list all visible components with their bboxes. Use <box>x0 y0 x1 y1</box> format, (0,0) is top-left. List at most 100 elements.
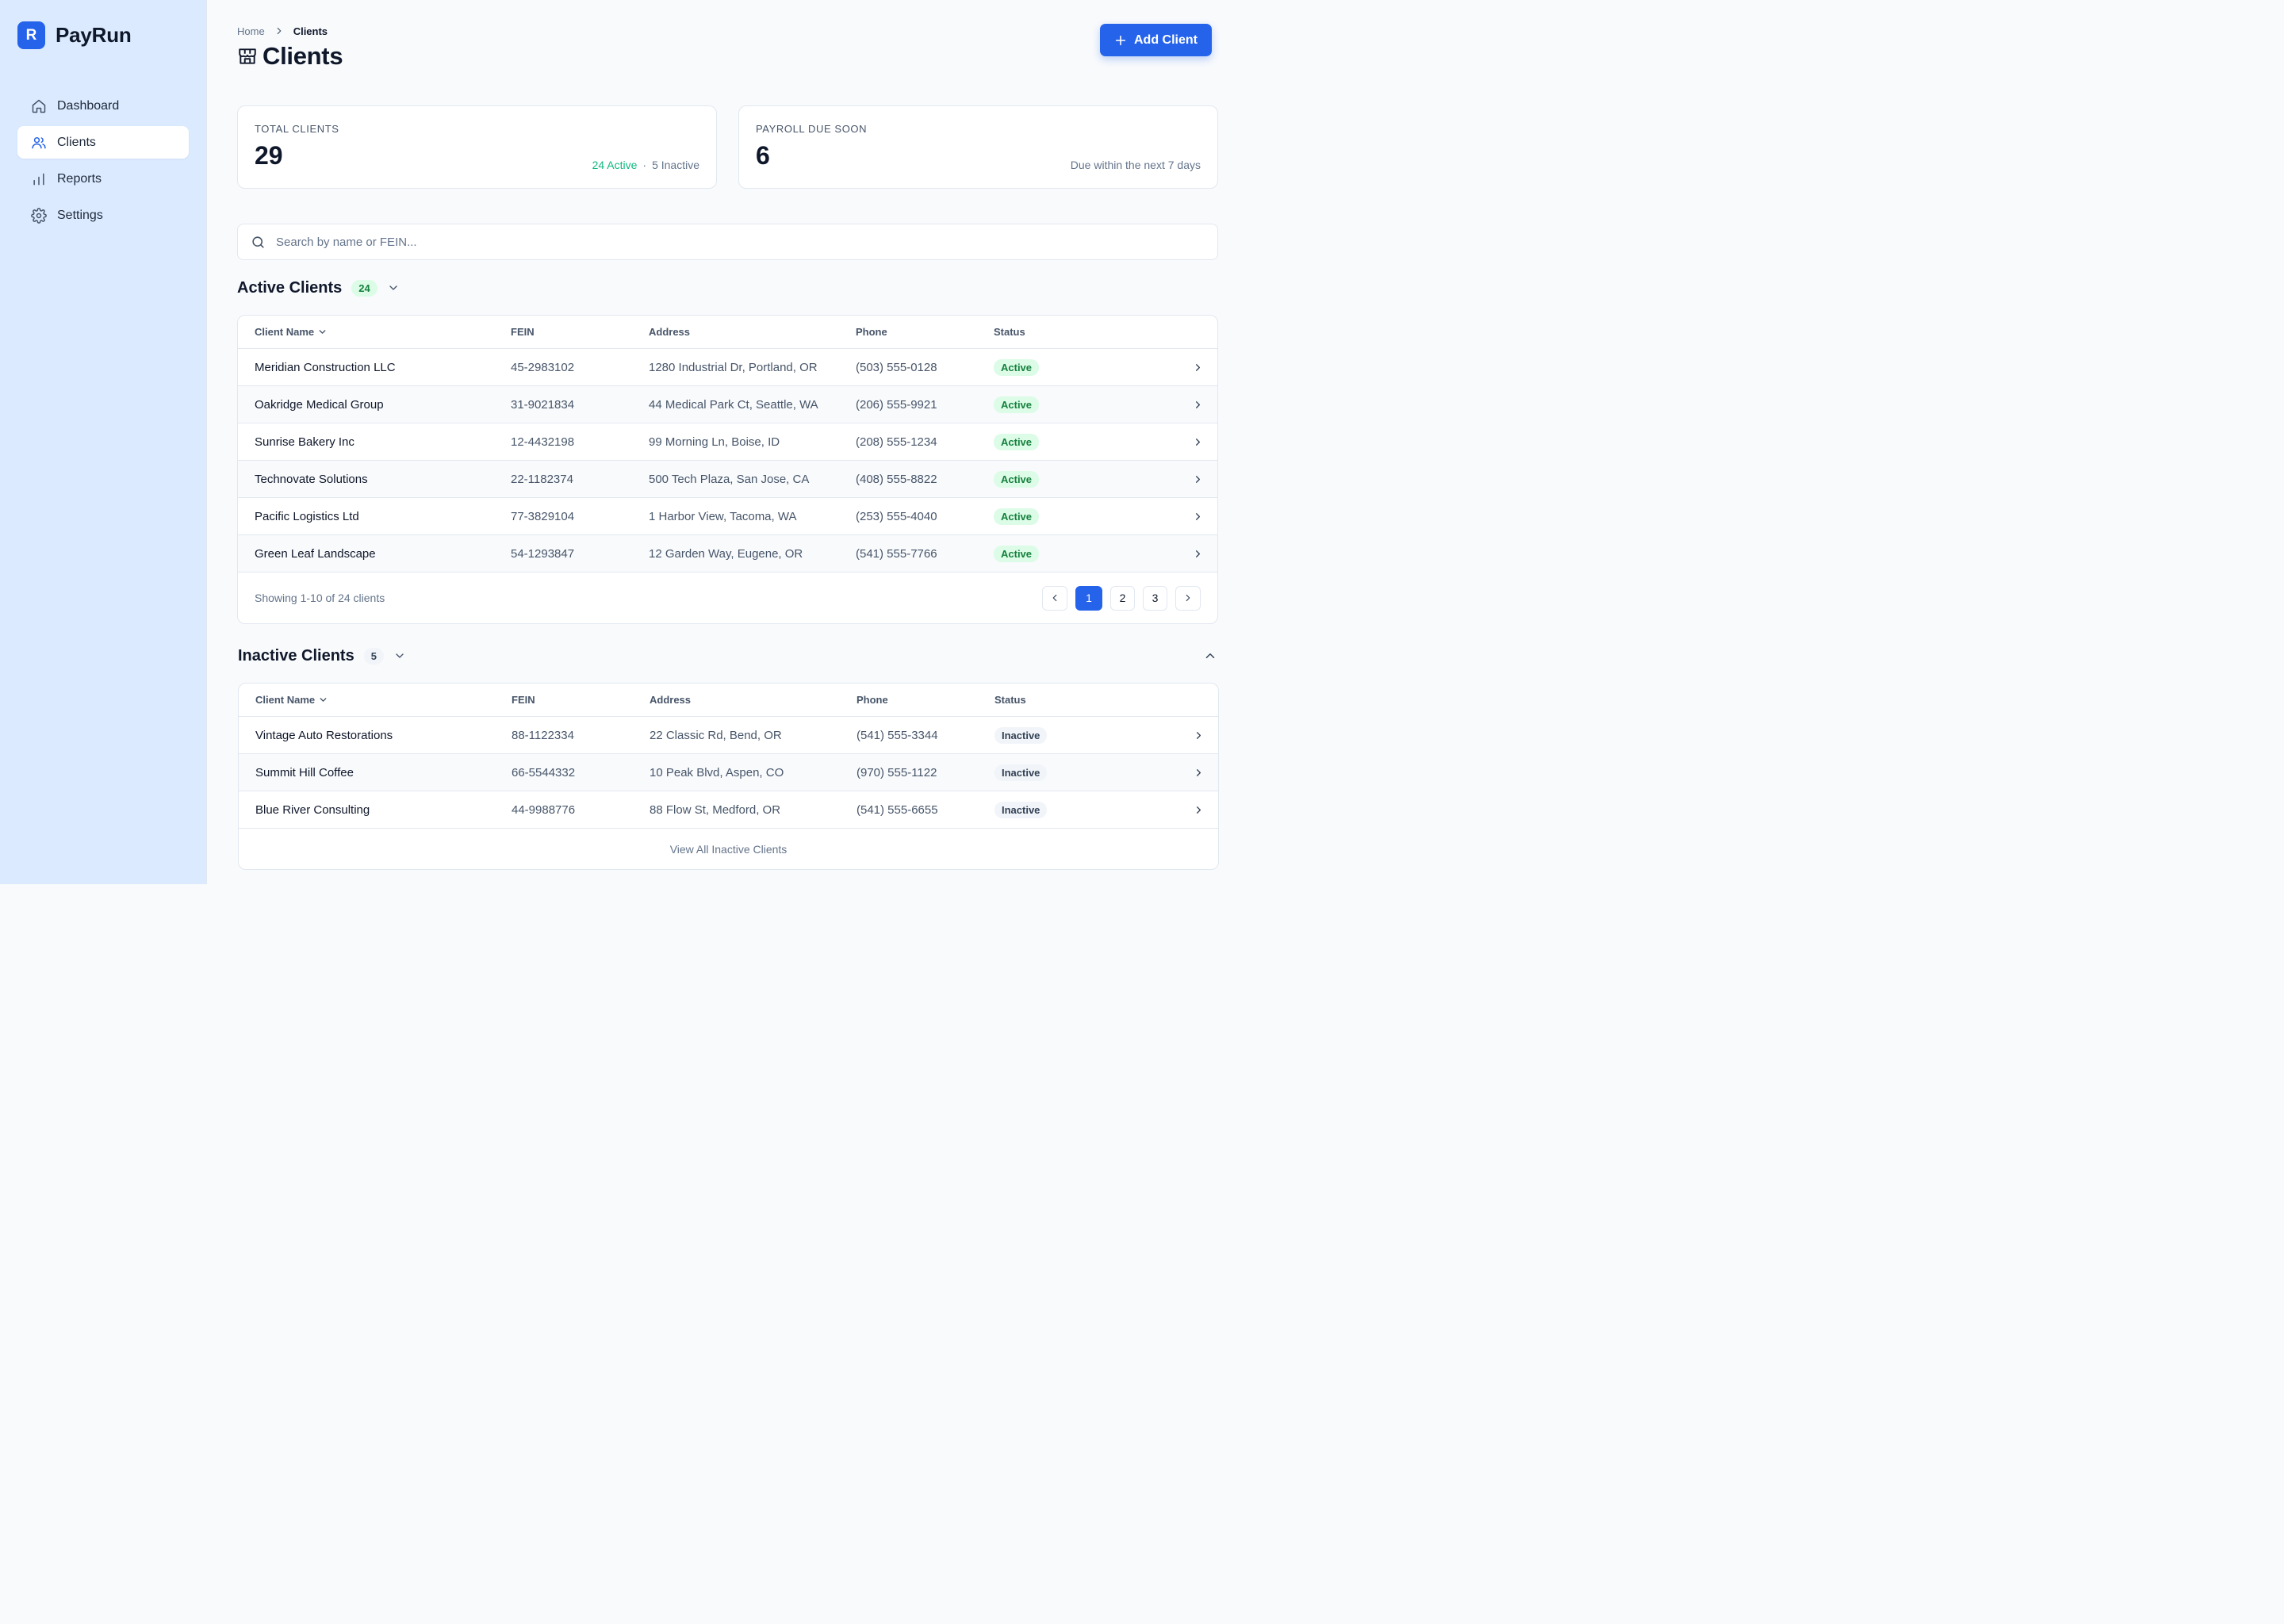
sidebar-item-label: Settings <box>57 208 103 222</box>
sidebar-item-label: Reports <box>57 171 102 186</box>
client-fein: 31-9021834 <box>511 397 575 412</box>
active-count-text: 24 Active <box>592 159 638 171</box>
chevron-right-icon[interactable] <box>1192 362 1204 373</box>
chevron-down-icon[interactable] <box>387 282 400 294</box>
section-title: Active Clients <box>237 278 343 297</box>
client-name: Oakridge Medical Group <box>255 397 384 412</box>
status-badge: Inactive <box>994 726 1048 744</box>
chevron-left-icon <box>1052 594 1057 602</box>
client-address: 1280 Industrial Dr, Portland, OR <box>649 360 818 374</box>
client-name: Summit Hill Coffee <box>255 765 354 779</box>
page-title: Clients <box>263 42 343 70</box>
table-row[interactable]: Vintage Auto Restorations 88-1122334 22 … <box>239 716 1218 753</box>
chevron-right-icon[interactable] <box>1193 767 1205 779</box>
chevron-right-icon <box>1186 594 1190 602</box>
column-header-fein: FEIN <box>511 326 535 338</box>
add-client-button[interactable]: Add Client <box>1100 24 1212 56</box>
section-title: Inactive Clients <box>238 646 354 665</box>
column-label: Client Name <box>255 694 316 706</box>
chevron-down-icon <box>319 330 326 334</box>
table-header: Client Name FEIN Address Phone Status <box>238 316 1217 348</box>
table-row[interactable]: Blue River Consulting 44-9988776 88 Flow… <box>239 791 1218 828</box>
users-icon <box>32 136 46 148</box>
chevron-right-icon[interactable] <box>1192 399 1204 411</box>
status-badge: Active <box>994 508 1040 525</box>
client-phone: (503) 555-0128 <box>856 360 937 374</box>
client-fein: 22-1182374 <box>511 472 573 486</box>
client-fein: 12-4432198 <box>511 435 575 449</box>
chevron-right-icon[interactable] <box>1192 511 1204 523</box>
pagination: 1 2 3 <box>1042 585 1201 611</box>
sidebar-item-settings[interactable]: Settings <box>17 199 189 232</box>
storefront-icon <box>239 48 256 64</box>
active-clients-table: Client Name FEIN Address Phone Status Me… <box>237 315 1218 624</box>
chevron-down-icon[interactable] <box>393 649 406 662</box>
table-row[interactable]: Technovate Solutions 22-1182374 500 Tech… <box>238 460 1217 497</box>
table-row[interactable]: Green Leaf Landscape 54-1293847 12 Garde… <box>238 534 1217 572</box>
home-icon <box>32 99 46 113</box>
sidebar-item-label: Dashboard <box>57 98 120 113</box>
sidebar-item-reports[interactable]: Reports <box>17 163 189 195</box>
chevron-up-icon[interactable] <box>1203 649 1217 663</box>
inactive-clients-table: Client Name FEIN Address Phone Status Vi… <box>238 683 1219 870</box>
stat-meta: Due within the next 7 days <box>1070 159 1201 171</box>
brand-logo: R <box>17 21 45 49</box>
count-badge: 24 <box>351 279 377 297</box>
chevron-right-icon[interactable] <box>1192 436 1204 448</box>
page-header: Clients <box>237 42 1218 71</box>
search-input[interactable] <box>276 235 1205 249</box>
client-address: 12 Garden Way, Eugene, OR <box>649 546 803 561</box>
column-header-name[interactable]: Client Name <box>238 326 511 338</box>
column-header-fein: FEIN <box>512 694 535 706</box>
column-header-phone: Phone <box>856 326 887 338</box>
table-footer: Showing 1-10 of 24 clients 1 2 3 <box>238 572 1217 623</box>
add-client-label: Add Client <box>1134 33 1198 47</box>
sidebar-nav: Dashboard Clients Reports Settings <box>17 90 189 232</box>
view-all-inactive-link[interactable]: View All Inactive Clients <box>239 828 1218 869</box>
table-row[interactable]: Pacific Logistics Ltd 77-3829104 1 Harbo… <box>238 497 1217 534</box>
pagination-summary: Showing 1-10 of 24 clients <box>255 592 385 604</box>
inactive-clients-section: Inactive Clients 5 Client Name FEIN Addr… <box>238 643 1219 870</box>
chevron-right-icon[interactable] <box>1193 804 1205 816</box>
count-badge: 5 <box>363 647 384 665</box>
search-icon <box>252 236 264 248</box>
column-header-status: Status <box>994 326 1025 338</box>
plus-icon <box>1115 35 1126 45</box>
chevron-right-icon[interactable] <box>1192 473 1204 485</box>
client-name: Meridian Construction LLC <box>255 360 396 374</box>
column-header-phone: Phone <box>856 694 888 706</box>
column-header-name[interactable]: Client Name <box>239 694 512 706</box>
client-phone: (408) 555-8822 <box>856 472 937 486</box>
client-address: 1 Harbor View, Tacoma, WA <box>649 509 797 523</box>
client-phone: (206) 555-9921 <box>856 397 937 412</box>
sidebar-item-dashboard[interactable]: Dashboard <box>17 90 189 122</box>
client-phone: (253) 555-4040 <box>856 509 937 523</box>
breadcrumb-home[interactable]: Home <box>237 25 265 37</box>
brand[interactable]: R PayRun <box>17 21 189 49</box>
client-fein: 54-1293847 <box>511 546 575 561</box>
table-row[interactable]: Oakridge Medical Group 31-9021834 44 Med… <box>238 385 1217 423</box>
client-phone: (541) 555-7766 <box>856 546 937 561</box>
page-button-1[interactable]: 1 <box>1075 585 1102 611</box>
status-badge: Active <box>994 396 1040 413</box>
table-row[interactable]: Sunrise Bakery Inc 12-4432198 99 Morning… <box>238 423 1217 460</box>
page-button-3[interactable]: 3 <box>1143 585 1167 611</box>
column-header-status: Status <box>994 694 1026 706</box>
client-fein: 45-2983102 <box>511 360 575 374</box>
sidebar-item-clients[interactable]: Clients <box>17 126 189 159</box>
prev-page-button[interactable] <box>1042 585 1067 611</box>
page-button-2[interactable]: 2 <box>1110 585 1135 611</box>
chevron-right-icon[interactable] <box>1193 730 1205 741</box>
stat-value: 29 <box>255 141 283 170</box>
client-fein: 88-1122334 <box>512 728 574 742</box>
payroll-due-card: PAYROLL DUE SOON 6 Due within the next 7… <box>738 105 1218 189</box>
client-address: 10 Peak Blvd, Aspen, CO <box>650 765 784 779</box>
chevron-right-icon[interactable] <box>1192 548 1204 560</box>
table-row[interactable]: Summit Hill Coffee 66-5544332 10 Peak Bl… <box>239 753 1218 791</box>
breadcrumb-current: Clients <box>293 25 328 37</box>
table-row[interactable]: Meridian Construction LLC 45-2983102 128… <box>238 348 1217 385</box>
next-page-button[interactable] <box>1175 585 1201 611</box>
client-name: Sunrise Bakery Inc <box>255 435 354 449</box>
client-name: Vintage Auto Restorations <box>255 728 393 742</box>
bar-chart-icon <box>33 173 44 185</box>
